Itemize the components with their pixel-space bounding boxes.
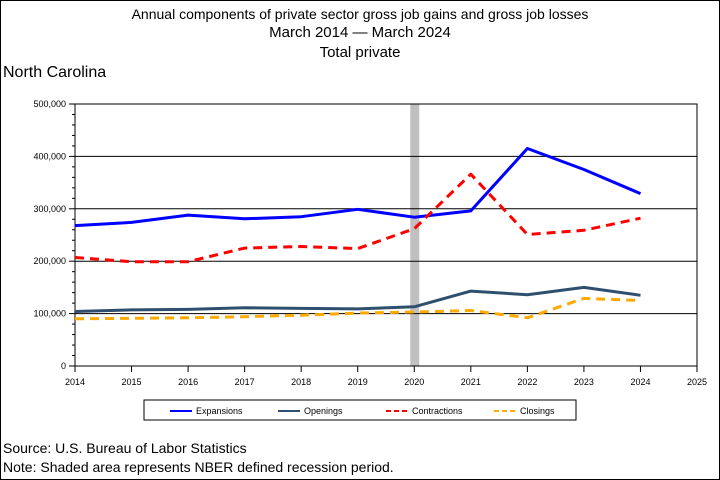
x-tick-label: 2014 [65,377,85,387]
legend-label-expansions: Expansions [196,406,243,416]
legend-label-closings: Closings [520,406,555,416]
recession-note: Note: Shaded area represents NBER define… [3,459,394,475]
y-tick-label: 100,000 [33,309,66,319]
chart-date-range: March 2014 — March 2024 [269,24,451,41]
x-tick-label: 2020 [404,377,424,387]
x-tick-label: 2016 [178,377,198,387]
y-tick-label: 500,000 [33,99,66,109]
x-tick-label: 2015 [122,377,142,387]
x-tick-label: 2021 [461,377,481,387]
x-tick-label: 2024 [630,377,650,387]
y-tick-label: 200,000 [33,256,66,266]
legend-label-openings: Openings [304,406,343,416]
y-tick-label: 300,000 [33,204,66,214]
chart-subtitle: Total private [319,44,401,61]
x-tick-label: 2019 [348,377,368,387]
region-label: North Carolina [3,64,107,81]
series-line-contractions [74,172,641,264]
series-line-closings [74,296,641,321]
x-tick-label: 2022 [517,377,537,387]
legend-label-contractions: Contractions [412,406,463,416]
x-tick-label: 2023 [574,377,594,387]
x-tick-label: 2025 [687,377,707,387]
chart-title: Annual components of private sector gros… [131,6,589,22]
plot-border [74,103,698,367]
y-tick-label: 400,000 [33,151,66,161]
y-tick-label: 0 [61,361,66,371]
x-tick-label: 2018 [291,377,311,387]
source-note: Source: U.S. Bureau of Labor Statistics [3,440,247,456]
x-tick-label: 2017 [235,377,255,387]
recession-shade [410,104,420,366]
legend-box [143,399,577,421]
series-line-expansions [74,147,642,228]
